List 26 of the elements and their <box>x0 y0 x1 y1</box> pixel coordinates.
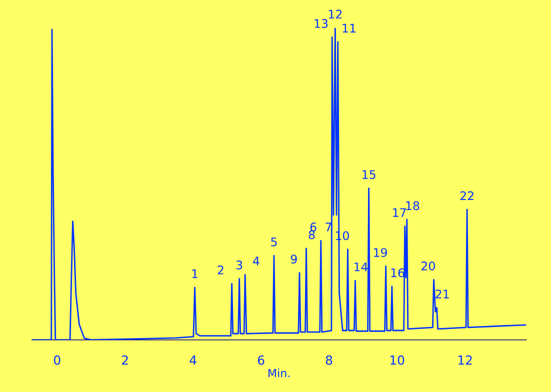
annotation: 20 <box>422 261 435 270</box>
annotation: 3 <box>236 260 242 270</box>
annotation: 12 <box>328 10 342 18</box>
annotation: 22 <box>460 191 474 200</box>
annotation: 7 <box>326 222 332 232</box>
x-axis-title: Min. <box>268 368 290 378</box>
annotation: 15 <box>362 170 376 179</box>
annotation: 2 <box>218 266 224 274</box>
annotation: 13 <box>314 19 328 28</box>
annotation: 18 <box>406 201 420 210</box>
annotation: 5 <box>271 238 277 246</box>
x-tick-label: 2 <box>122 355 128 365</box>
x-tick-label: 6 <box>258 355 264 365</box>
annotation: 8 <box>308 230 315 240</box>
x-tick-label: 8 <box>326 355 332 365</box>
annotation: 17 <box>393 208 406 217</box>
annotation: 19 <box>374 248 387 257</box>
x-tick-label: 0 <box>54 355 60 365</box>
annotation: 11 <box>342 24 356 32</box>
annotation: 9 <box>290 254 297 264</box>
annotation: 4 <box>253 256 260 266</box>
annotation: 1 <box>192 269 198 278</box>
x-tick-label: 4 <box>190 356 196 365</box>
x-tick-label: 12 <box>458 355 472 365</box>
x-tick-label: 10 <box>390 355 404 365</box>
annotation: 21 <box>436 290 449 298</box>
